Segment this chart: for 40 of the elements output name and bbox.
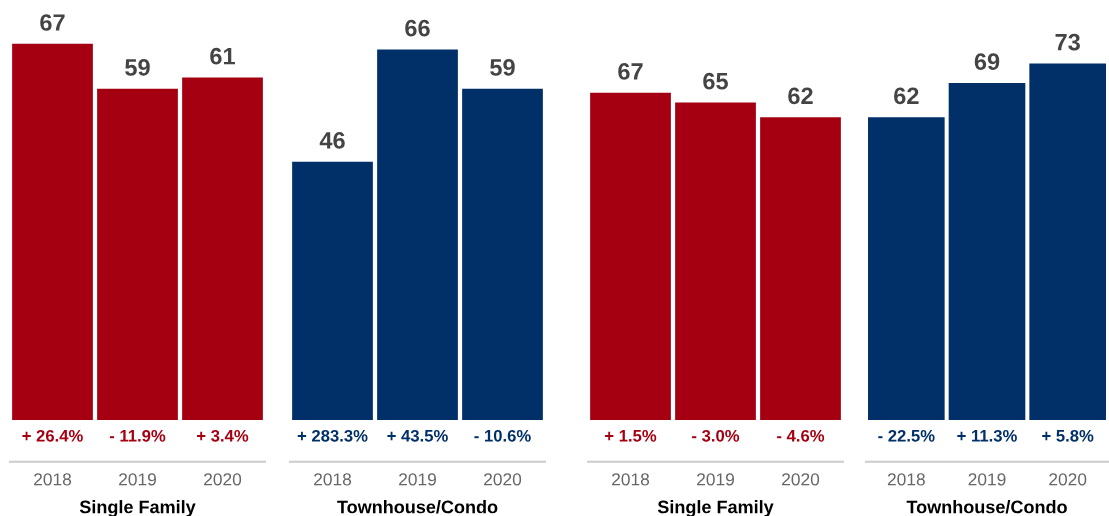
data-label: 61	[210, 47, 235, 65]
x-tick-label: 2019	[119, 473, 156, 486]
x-tick-label: 2018	[887, 473, 925, 486]
text: - 22.5%	[878, 429, 935, 442]
data-label: 62	[894, 87, 919, 105]
data-label: 73	[1055, 33, 1080, 51]
x-axis-title: Townhouse/Condo	[906, 500, 1067, 514]
x-axis-title: Single Family	[657, 500, 774, 516]
data-label: 66	[405, 19, 430, 37]
x-axis-title: Townhouse/Condo	[337, 500, 498, 514]
data-label: 59	[490, 59, 515, 76]
text: - 3.0%	[692, 429, 740, 442]
data-label: 65	[703, 72, 728, 90]
data-label: 46	[319, 132, 345, 149]
text: + 5.8%	[1042, 429, 1094, 442]
text: - 10.6%	[474, 429, 531, 442]
x-tick-label: 2020	[1049, 473, 1087, 486]
x-tick-label: 2020	[782, 473, 820, 486]
x-tick-label: 2018	[612, 473, 650, 486]
x-tick-label: 2018	[314, 473, 352, 486]
data-label: 69	[974, 53, 1000, 71]
data-label: 67	[618, 63, 643, 80]
data-label: 62	[788, 87, 813, 105]
text: + 3.4%	[197, 429, 249, 442]
text: + 1.5%	[605, 429, 657, 442]
x-tick-label: 2020	[204, 473, 242, 486]
data-label: 67	[40, 14, 65, 31]
text: - 4.6%	[777, 429, 825, 442]
x-axis-title: Single Family	[79, 500, 196, 516]
x-tick-label: 2019	[968, 473, 1006, 486]
text: + 11.3%	[957, 429, 1017, 442]
x-tick-label: 2019	[697, 473, 734, 486]
text: + 43.5%	[387, 429, 448, 442]
x-tick-label: 2018	[34, 473, 72, 486]
data-label: 59	[125, 59, 150, 76]
x-tick-label: 2020	[484, 473, 522, 486]
text: - 11.9%	[109, 429, 166, 442]
text: + 283.3%	[297, 429, 368, 442]
text: + 26.4%	[22, 429, 83, 442]
x-tick-label: 2019	[399, 473, 436, 486]
